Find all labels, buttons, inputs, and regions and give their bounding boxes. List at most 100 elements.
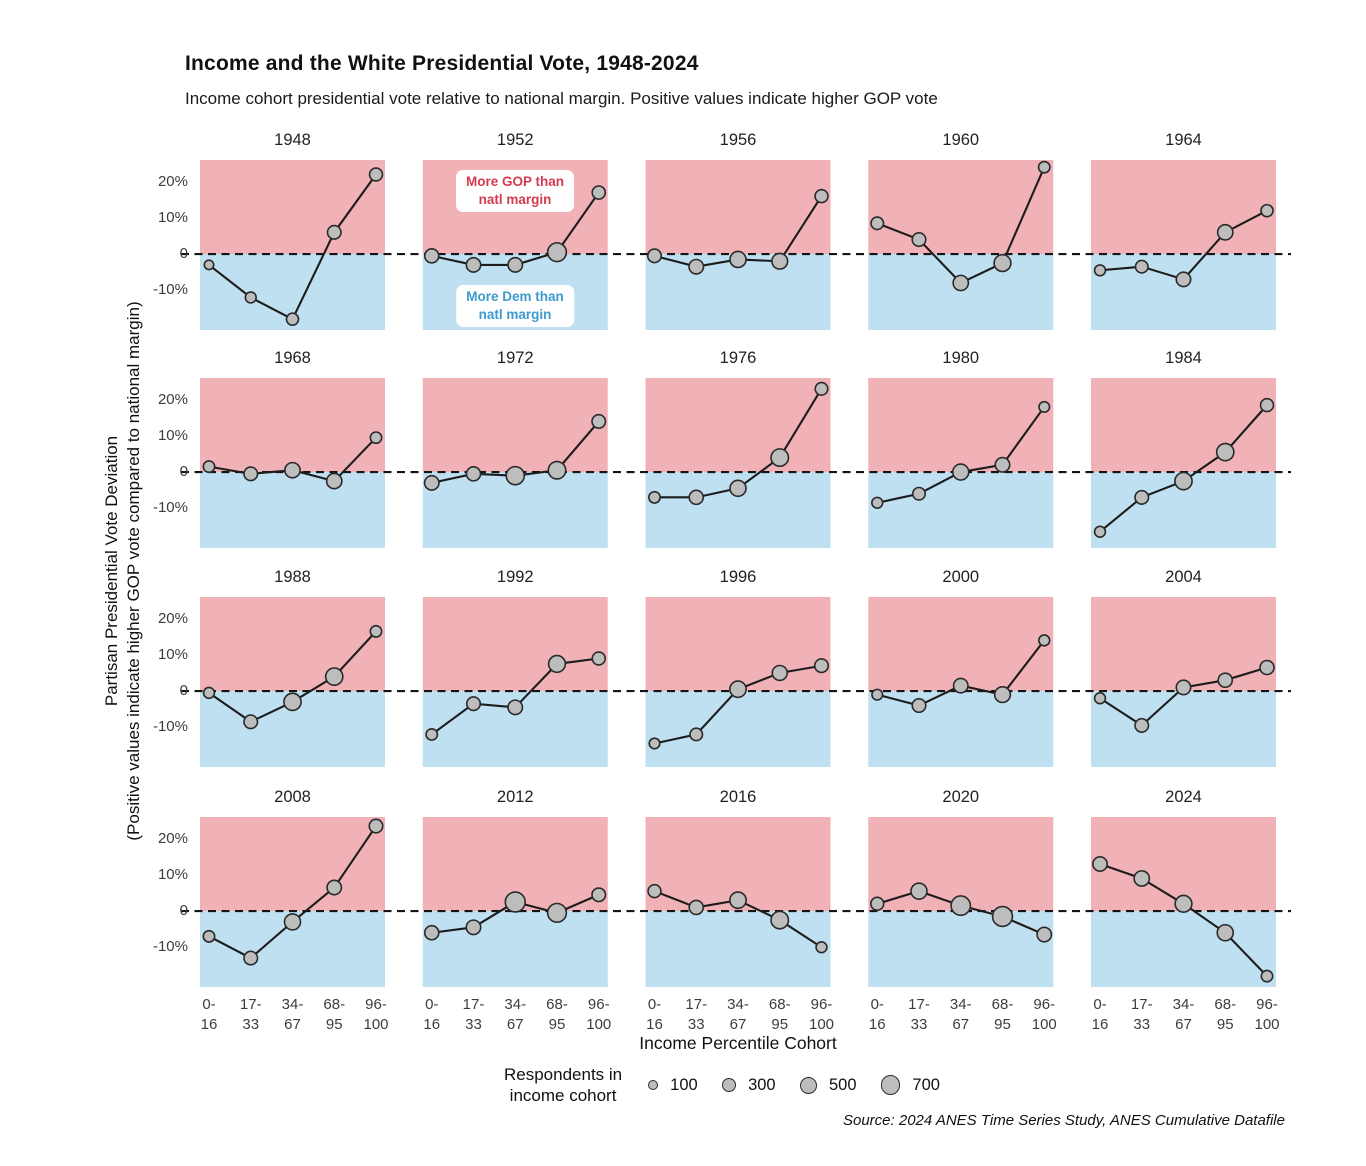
y-tick-label: 20% [157, 609, 188, 627]
x-tick-line2: 95 [994, 1015, 1011, 1033]
panel-year-title: 1976 [719, 349, 757, 367]
x-tick-line2: 67 [1175, 1015, 1192, 1033]
data-point [1215, 442, 1235, 462]
gop-region [868, 378, 1054, 473]
gop-region [1091, 597, 1276, 692]
x-tick-line1: 68- [991, 996, 1014, 1013]
x-tick-label: 34- 67 [261, 995, 325, 1035]
data-point [423, 248, 440, 264]
data-point [729, 479, 747, 498]
size-legend-label: Respondents in income cohort [504, 1064, 622, 1107]
dem-region [868, 472, 1054, 548]
x-tick-line1: 17- [462, 996, 485, 1013]
data-point [688, 258, 705, 275]
panel-year-title: 1968 [274, 349, 311, 367]
panel-year-title: 1992 [496, 568, 534, 586]
gop-region [1091, 378, 1276, 473]
data-point [770, 910, 790, 930]
panel-year-title: 2012 [496, 788, 534, 806]
data-point [1038, 400, 1051, 414]
x-tick-line2: 67 [952, 1015, 970, 1033]
data-point [871, 688, 884, 701]
x-tick-line2: 100 [808, 1015, 835, 1033]
gop-region [868, 597, 1054, 692]
data-point [950, 895, 972, 917]
data-point [1036, 926, 1053, 943]
panel-year-title: 2004 [1165, 568, 1202, 586]
data-point [202, 929, 216, 943]
size-legend-label-line1: Respondents in [504, 1065, 623, 1084]
gop-region [645, 160, 831, 255]
data-point [547, 654, 567, 674]
data-point [243, 950, 259, 966]
data-point [952, 677, 969, 694]
gop-region [200, 378, 385, 473]
data-point [1134, 489, 1150, 505]
gop-region [1091, 160, 1276, 255]
gop-region [645, 378, 831, 473]
data-point [1175, 679, 1192, 696]
data-point [546, 902, 568, 923]
x-tick-line2: 16 [423, 1015, 441, 1033]
x-tick-label: 68- 95 [302, 995, 366, 1035]
data-point [991, 905, 1014, 928]
x-tick-line2: 95 [325, 1015, 343, 1033]
data-point [1038, 634, 1051, 647]
panel-year-title: 1980 [942, 349, 980, 367]
panel-year-title: 1952 [496, 131, 534, 149]
y-tick-label: 10% [157, 865, 188, 883]
data-point [1093, 264, 1107, 277]
annotation-more-gop: More GOP than natl margin [455, 170, 575, 212]
x-tick-label: 68- 95 [525, 995, 589, 1035]
data-point [814, 381, 829, 396]
y-tick-label: 10% [157, 208, 188, 226]
panel-year-title: 2016 [719, 788, 757, 806]
panel-year-title: 1964 [1165, 131, 1202, 149]
x-tick-line2: 33 [242, 1015, 260, 1033]
x-tick-label: 17- 33 [1110, 995, 1174, 1035]
x-tick-line1: 0- [202, 996, 216, 1013]
y-tick-label: 10% [157, 645, 188, 663]
data-point [465, 696, 482, 712]
data-point [1174, 471, 1193, 491]
x-tick-line1: 34- [727, 996, 749, 1013]
data-point [203, 259, 215, 271]
data-point [325, 472, 343, 490]
data-point [283, 913, 302, 931]
x-tick-line1: 0- [870, 996, 884, 1013]
dem-region [422, 911, 608, 987]
panel-year-title: 2020 [942, 788, 980, 806]
data-point [994, 456, 1011, 473]
data-point [993, 253, 1012, 273]
x-tick-label: 68- 95 [748, 995, 812, 1035]
gop-region [868, 160, 1054, 255]
x-tick-line1: 0- [647, 996, 662, 1013]
chart-subtitle: Income cohort presidential vote relative… [185, 89, 938, 108]
size-legend-item: 300 [721, 1076, 776, 1095]
data-point [465, 466, 482, 482]
data-point [423, 474, 440, 491]
size-legend-value: 500 [829, 1075, 857, 1094]
x-tick-line2: 100 [586, 1015, 612, 1033]
x-tick-line1: 34- [504, 996, 527, 1013]
x-axis-label: Income Percentile Cohort [639, 1033, 837, 1053]
dem-region [645, 691, 831, 767]
x-tick-label: 34- 67 [1152, 995, 1216, 1035]
data-point [202, 460, 216, 474]
data-point [911, 486, 927, 501]
x-tick-line2: 95 [1216, 1015, 1234, 1033]
data-point [368, 818, 384, 834]
x-tick-line1: 34- [949, 996, 972, 1013]
data-point [546, 242, 568, 263]
y-tick-label: 0 [179, 463, 188, 481]
size-legend-item: 700 [880, 1075, 940, 1096]
x-tick-label: 0- 16 [845, 995, 909, 1035]
data-point [813, 658, 830, 674]
data-point [647, 883, 662, 899]
x-tick-label: 96- 100 [1235, 995, 1299, 1035]
x-tick-line2: 33 [687, 1015, 705, 1033]
x-tick-line1: 17- [908, 996, 930, 1013]
data-point [243, 466, 259, 482]
x-tick-line2: 16 [646, 1015, 663, 1033]
gop-region [200, 597, 385, 692]
